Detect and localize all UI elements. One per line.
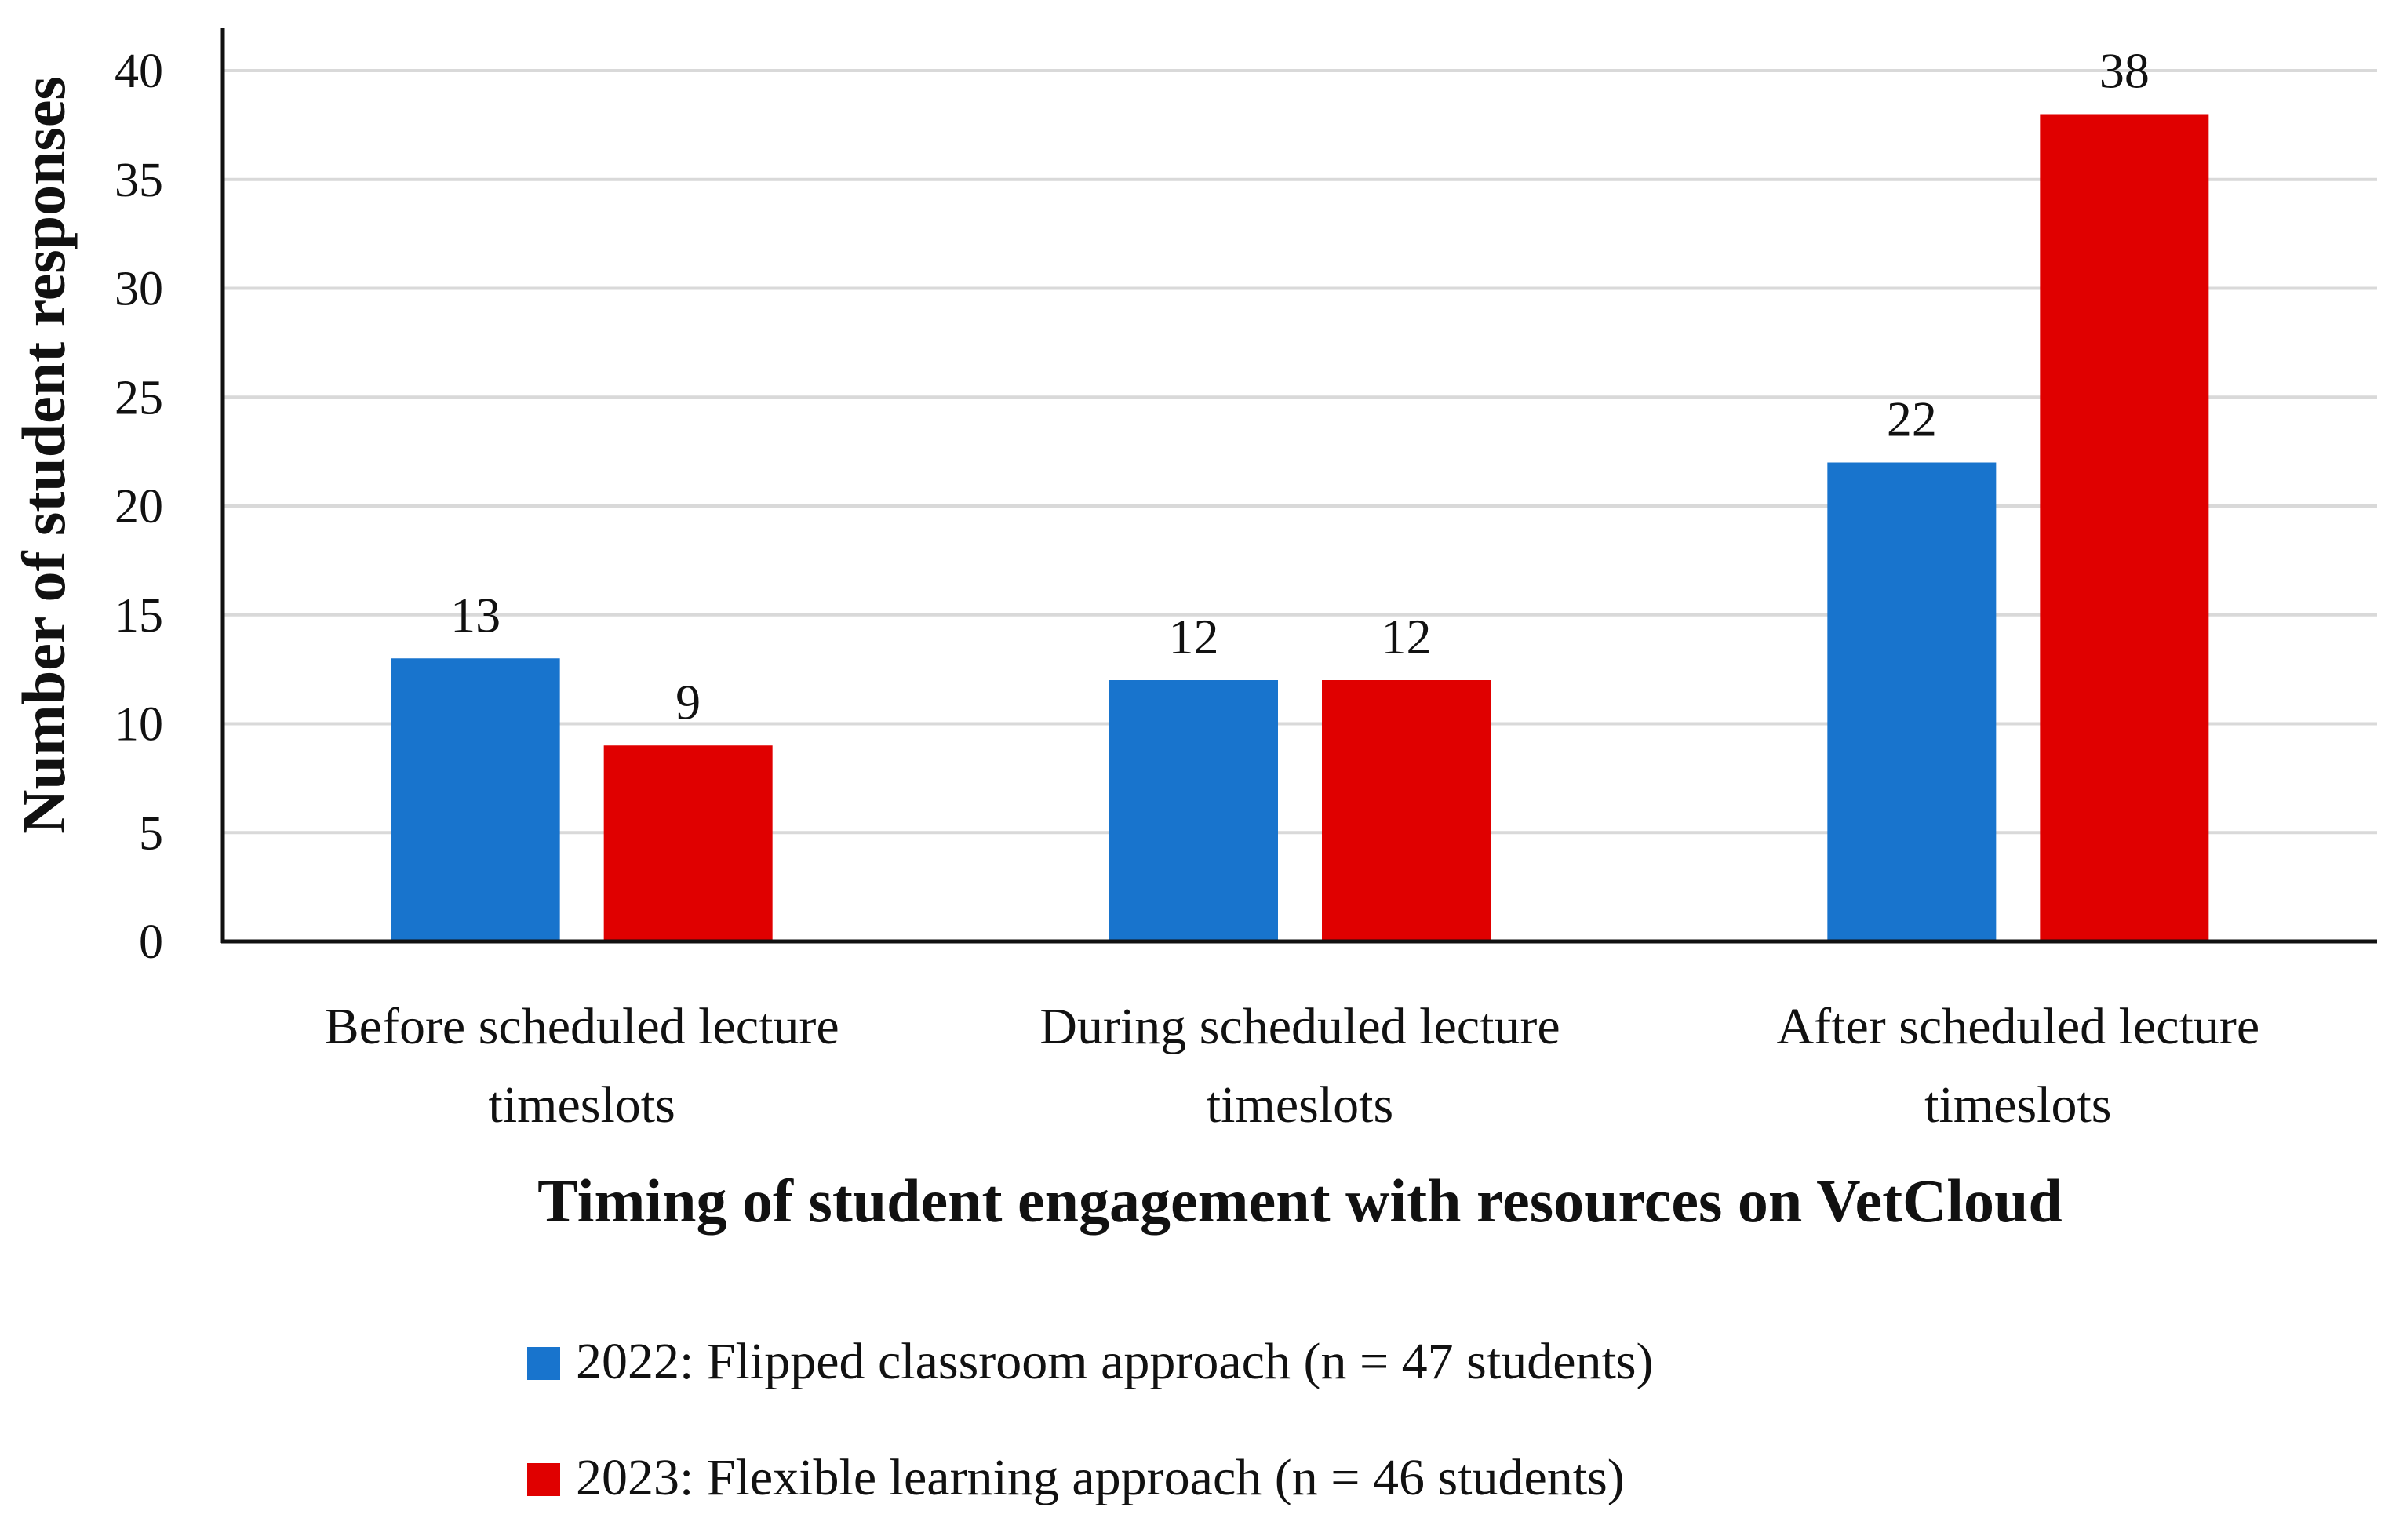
- legend-label: 2023: Flexible learning approach (n = 46…: [576, 1449, 1625, 1506]
- x-category-label: Before scheduled lecture: [325, 998, 839, 1055]
- legend: 2022: Flipped classroom approach (n = 47…: [527, 1333, 1654, 1506]
- x-axis-categories: Before scheduled lecture timeslots During …: [325, 998, 2260, 1134]
- bar-series-1-cat-3: [1827, 462, 1997, 941]
- y-tick-label: 40: [115, 45, 163, 98]
- data-labels: 13 9 12 12 22 38: [450, 43, 2150, 730]
- data-label: 22: [1887, 391, 1937, 447]
- y-tick-label: 15: [115, 589, 163, 643]
- y-tick-label: 25: [115, 371, 163, 424]
- data-label: 13: [450, 587, 501, 643]
- y-tick-label: 0: [139, 916, 163, 969]
- bar-series-1-cat-2: [1109, 680, 1278, 941]
- bars: [391, 114, 2209, 941]
- y-tick-label: 30: [115, 263, 163, 316]
- x-category-label: timeslots: [488, 1076, 675, 1134]
- bar-series-2-cat-1: [603, 745, 773, 941]
- data-label: 9: [675, 674, 701, 730]
- y-tick-label: 5: [139, 806, 163, 860]
- x-category-label: timeslots: [1207, 1076, 1393, 1134]
- x-category-label: During scheduled lecture: [1039, 998, 1560, 1055]
- bar-series-1-cat-1: [391, 658, 560, 941]
- bar-series-2-cat-2: [1322, 680, 1491, 941]
- y-tick-label: 35: [115, 154, 163, 207]
- legend-label: 2022: Flipped classroom approach (n = 47…: [576, 1333, 1654, 1390]
- legend-swatch: [527, 1347, 560, 1380]
- data-label: 12: [1382, 609, 1432, 664]
- legend-swatch: [527, 1463, 560, 1496]
- data-label: 38: [2099, 43, 2150, 99]
- data-label: 12: [1169, 609, 1219, 664]
- y-tick-label: 10: [115, 698, 163, 752]
- x-category-label: After scheduled lecture: [1776, 998, 2259, 1055]
- gridlines: [223, 69, 2377, 835]
- bar-series-2-cat-3: [2040, 114, 2209, 941]
- x-category-label: timeslots: [1924, 1076, 2111, 1134]
- axes: [220, 28, 2377, 944]
- y-tick-label: 20: [115, 480, 163, 533]
- x-axis-title: Timing of student engagement with resour…: [537, 1167, 2063, 1235]
- y-axis-title: Number of student responses: [9, 76, 78, 834]
- y-axis-ticks: 0 5 10 15 20 25 30 35 40: [115, 45, 163, 969]
